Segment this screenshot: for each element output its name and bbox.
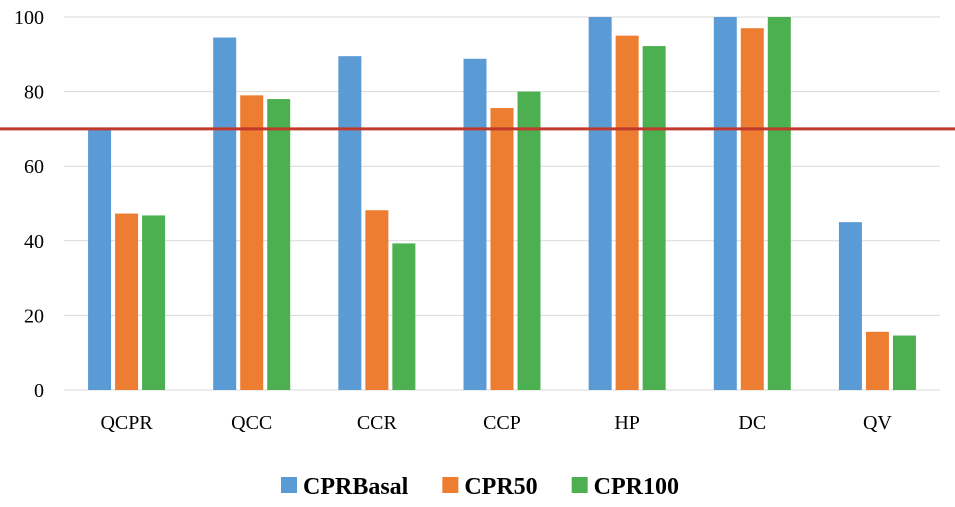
bar-cpr100-qcpr	[142, 215, 166, 390]
bars	[88, 17, 916, 391]
legend: CPRBasal CPR50 CPR100	[281, 474, 679, 500]
legend-label: CPR50	[464, 474, 537, 500]
bar-cprbasal-ccr	[338, 56, 362, 390]
bar-cprbasal-qcc	[213, 37, 237, 390]
bar-cpr100-qv	[892, 335, 916, 390]
bar-cpr100-ccr	[392, 243, 416, 390]
bar-cpr100-ccp	[517, 91, 541, 390]
bar-cprbasal-qv	[838, 222, 862, 390]
bar-cprbasal-ccp	[463, 58, 487, 390]
bar-cpr50-dc	[740, 28, 764, 390]
bar-cpr50-qcc	[240, 95, 264, 390]
bar-cpr100-dc	[767, 17, 791, 390]
x-tick-label: QCC	[231, 412, 272, 434]
y-tick-label: 20	[24, 305, 44, 327]
x-tick-label: DC	[738, 412, 766, 434]
bar-cpr50-hp	[615, 35, 639, 391]
bar-cprbasal-dc	[713, 17, 737, 390]
y-tick-label: 60	[24, 156, 44, 178]
y-tick-label: 80	[24, 82, 44, 104]
x-tick-label: HP	[614, 412, 640, 434]
x-tick-label: CCR	[357, 412, 398, 434]
y-tick-label: 100	[14, 7, 44, 29]
x-tick-label: QCPR	[100, 412, 153, 434]
bar-cpr100-hp	[642, 46, 666, 391]
x-axis-tick-labels: QCPR QCC CCR CCP HP DC QV	[100, 412, 892, 434]
y-axis-tick-labels: 0 20 40 60 80 100	[14, 7, 44, 402]
bar-cpr50-qcpr	[115, 213, 139, 390]
legend-label: CPRBasal	[303, 474, 409, 500]
x-tick-label: QV	[863, 412, 892, 434]
bar-cpr100-qcc	[267, 99, 291, 390]
legend-swatch-cpr50	[442, 477, 459, 493]
x-tick-label: CCP	[483, 412, 521, 434]
bar-cpr50-qv	[865, 331, 889, 390]
y-tick-label: 0	[34, 380, 44, 402]
legend-swatch-cpr100	[571, 477, 588, 493]
bar-cprbasal-hp	[588, 17, 612, 390]
y-tick-label: 40	[24, 231, 44, 253]
bar-cprbasal-qcpr	[88, 128, 112, 390]
legend-label: CPR100	[594, 474, 679, 500]
legend-swatch-cprbasal	[281, 477, 297, 493]
bar-cpr50-ccp	[490, 108, 514, 391]
bar-cpr50-ccr	[365, 210, 389, 390]
